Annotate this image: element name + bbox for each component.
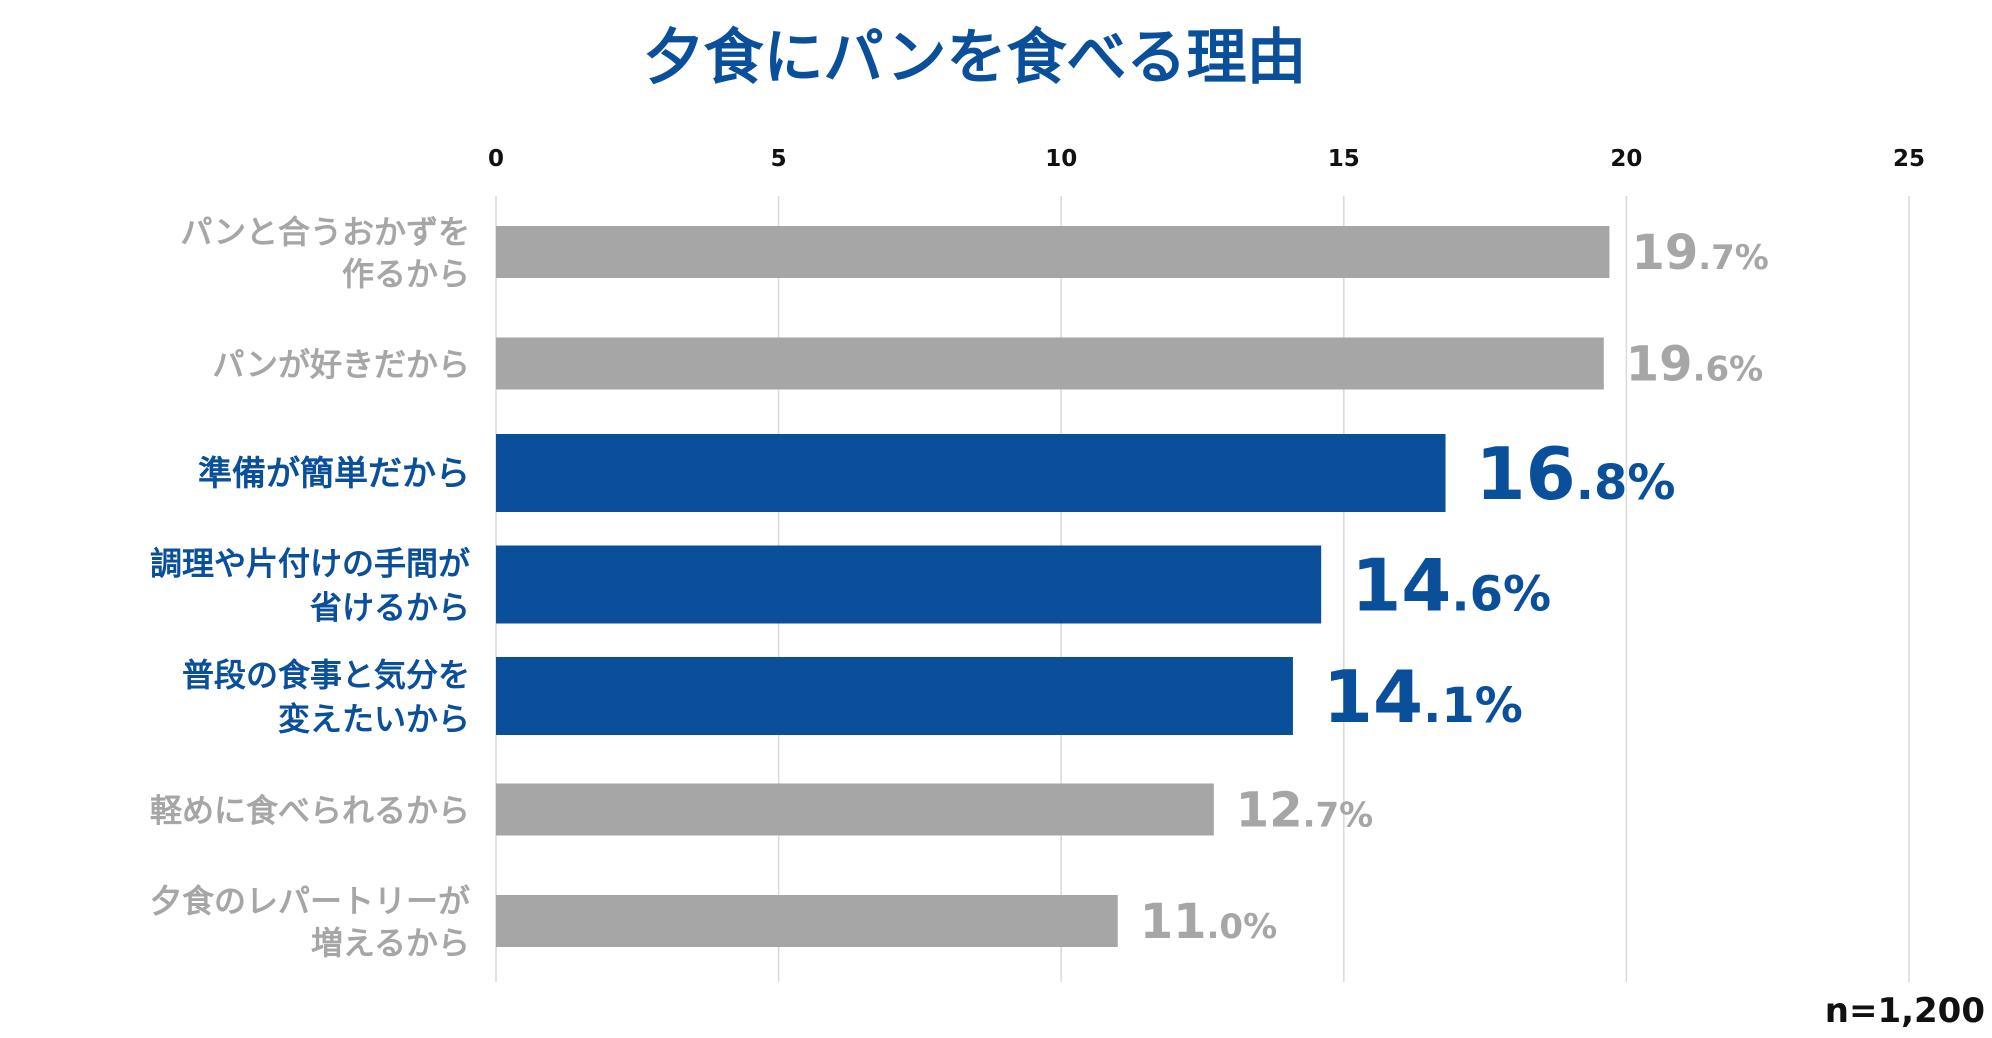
category-label: 夕食のレパートリーが: [150, 882, 470, 920]
value-labels: 19.7% 19.6% 16.8% 14.6% 14.1% 12.7% 11.0%: [1140, 225, 1769, 950]
category-label: 省けるから: [310, 589, 470, 627]
category-label: 準備が簡単だから: [198, 454, 470, 494]
value-label: 14.1%: [1323, 655, 1523, 739]
bar: [496, 337, 1604, 390]
category-label: 変えたいから: [278, 700, 470, 738]
sample-size-note: n=1,200: [1825, 991, 1985, 1031]
category-label: 増えるから: [311, 924, 470, 962]
bar: [496, 895, 1118, 947]
x-tick-label: 5: [771, 146, 787, 172]
bar: [496, 226, 1610, 278]
chart-title: 夕食にパンを食べる理由: [644, 23, 1307, 93]
bar: [496, 434, 1446, 512]
bar: [496, 545, 1322, 624]
category-label: パンと合うおかずを: [180, 213, 470, 251]
x-tick-label: 0: [488, 146, 504, 172]
category-label: 軽めに食べられるから: [150, 792, 470, 830]
category-label: パンが好きだから: [212, 346, 470, 384]
x-tick-label: 25: [1893, 146, 1925, 172]
category-label: 普段の食事と気分を: [182, 656, 470, 694]
bar: [496, 783, 1214, 836]
x-tick-label: 15: [1328, 146, 1360, 172]
value-label: 14.6%: [1351, 544, 1551, 628]
value-label: 11.0%: [1140, 894, 1277, 950]
value-label: 19.7%: [1631, 225, 1768, 281]
value-label: 12.7%: [1236, 783, 1373, 839]
category-label: 調理や片付けの手間が: [150, 545, 470, 583]
x-tick-label: 10: [1045, 146, 1077, 172]
x-tick-label: 20: [1610, 146, 1642, 172]
value-label: 16.8%: [1476, 432, 1676, 516]
bar: [496, 657, 1293, 735]
bars: [496, 226, 1610, 947]
value-label: 19.6%: [1626, 337, 1763, 393]
category-label: 作るから: [342, 255, 470, 293]
x-axis-ticks: 0 5 10 15 20 25: [488, 146, 1925, 172]
category-labels: パンと合うおかずを作るからパンが好きだから準備が簡単だから調理や片付けの手間が省…: [150, 213, 470, 962]
